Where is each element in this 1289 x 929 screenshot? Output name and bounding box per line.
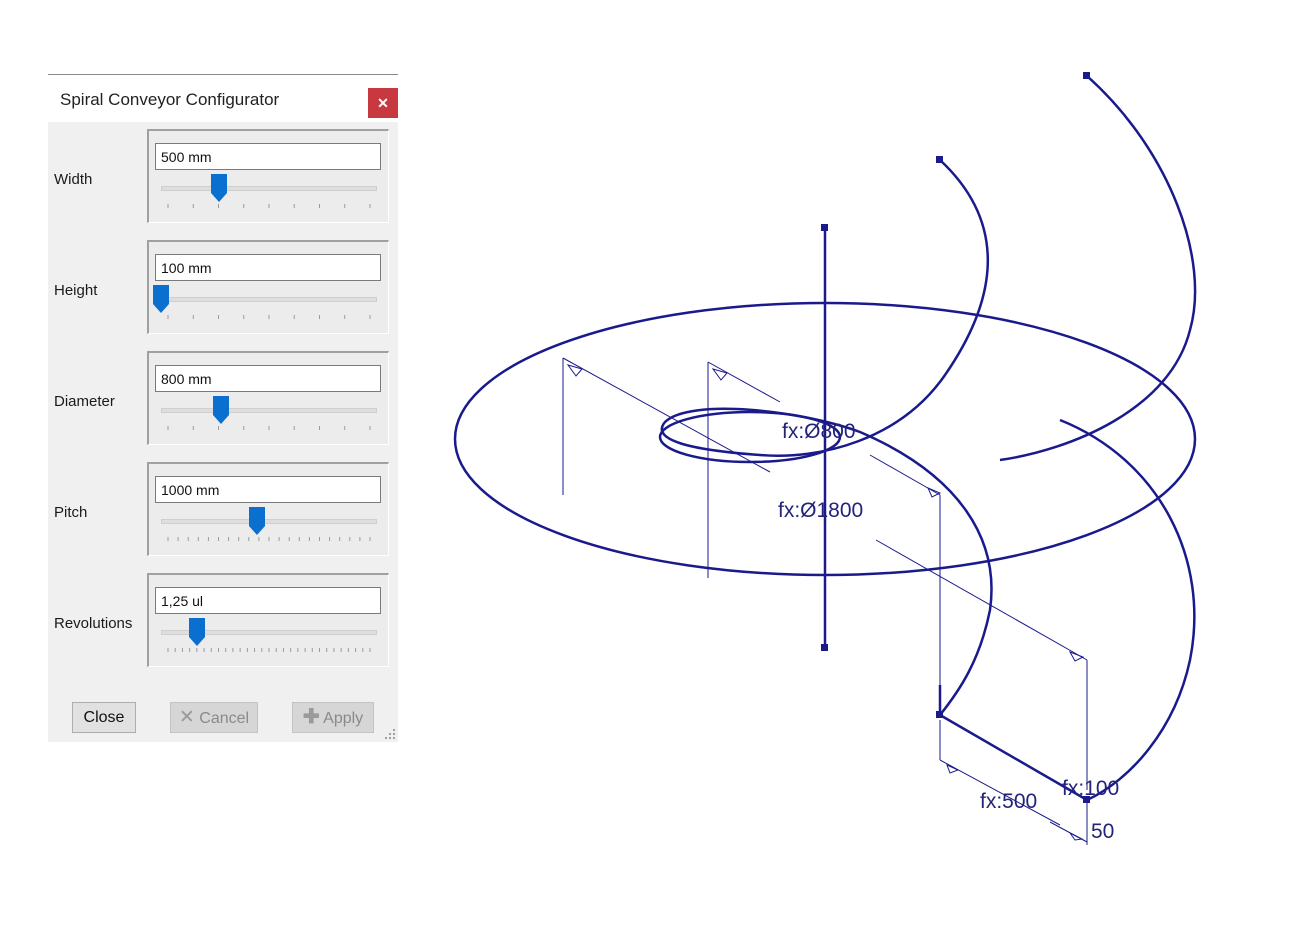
revolutions-slider-thumb[interactable] <box>188 617 206 647</box>
apply-button[interactable]: ✚ Apply <box>292 702 374 733</box>
axis-bottom-point <box>821 644 828 651</box>
width-dimension[interactable]: fx:500 <box>980 790 1037 813</box>
outer-dim-leader-right <box>875 539 1088 661</box>
diameter-input[interactable] <box>155 365 381 392</box>
revolutions-label: Revolutions <box>54 615 133 632</box>
inner-spiral-curve <box>660 159 993 716</box>
width-slider-ticks <box>167 204 371 208</box>
inner-diameter-dimension[interactable]: fx:Ø800 <box>782 420 856 443</box>
profile-end-point <box>1083 796 1090 803</box>
pitch-slider-thumb[interactable] <box>248 506 266 536</box>
height-input[interactable] <box>155 254 381 281</box>
inner-diameter-ellipse <box>658 410 842 464</box>
width-input[interactable] <box>155 143 381 170</box>
close-button-label: Close <box>83 709 125 726</box>
pitch-label: Pitch <box>54 504 88 521</box>
outer-diameter-dimension[interactable]: fx:Ø1800 <box>778 499 863 522</box>
offset-dim-arrow <box>1069 832 1084 841</box>
profile-width-line <box>939 713 1088 802</box>
diameter-slider-thumb[interactable] <box>212 395 230 425</box>
height-label: Height <box>54 282 98 299</box>
pitch-slider-ticks <box>167 537 371 541</box>
outer-spiral-end-point <box>1083 72 1090 79</box>
outer-dim-leader <box>562 357 771 473</box>
revolutions-input[interactable] <box>155 587 381 614</box>
pitch-input[interactable] <box>155 476 381 503</box>
offset-dimension[interactable]: 50 <box>1091 820 1114 843</box>
diameter-slider-track[interactable] <box>161 408 377 413</box>
revolutions-slider-track[interactable] <box>161 630 377 635</box>
configurator-dialog: Spiral Conveyor Configurator ✕ Width Hei… <box>48 74 398 742</box>
revolutions-slider-ticks <box>167 648 371 652</box>
diameter-slider-ticks <box>167 426 371 430</box>
close-icon[interactable]: ✕ <box>368 88 398 118</box>
resize-grip-icon[interactable] <box>384 728 396 740</box>
pitch-group <box>147 462 389 556</box>
outer-dim-arrow <box>566 364 583 377</box>
width-dim-arrow <box>946 764 960 774</box>
width-dim-line <box>939 759 1061 826</box>
cancel-x-icon: ✕ <box>178 707 195 728</box>
outer-dim-arrow-right <box>1068 651 1085 662</box>
dialog-titlebar[interactable]: Spiral Conveyor Configurator ✕ <box>48 75 398 122</box>
height-slider-thumb[interactable] <box>152 284 170 314</box>
apply-button-label: Apply <box>323 710 364 727</box>
height-slider-ticks <box>167 315 371 319</box>
width-slider-track[interactable] <box>161 186 377 191</box>
revolutions-group <box>147 573 389 667</box>
width-group <box>147 129 389 223</box>
inner-dim-arrow-right <box>927 487 942 498</box>
inner-spiral-end-point <box>936 156 943 163</box>
pitch-slider-track[interactable] <box>161 519 377 524</box>
inner-dim-leader <box>707 361 781 403</box>
profile-start-point <box>936 711 943 718</box>
inner-dim-arrow <box>711 368 728 381</box>
axis-top-point <box>821 224 828 231</box>
width-slider-thumb[interactable] <box>210 173 228 203</box>
close-button[interactable]: Close <box>72 702 136 733</box>
width-label: Width <box>54 171 93 188</box>
outer-spiral-curve <box>999 75 1197 802</box>
height-dimension[interactable]: fx:100 <box>1062 777 1119 800</box>
height-group <box>147 240 389 334</box>
diameter-group <box>147 351 389 445</box>
cancel-button[interactable]: ✕ Cancel <box>170 702 258 733</box>
dialog-title: Spiral Conveyor Configurator <box>60 90 280 109</box>
plus-icon: ✚ <box>302 706 320 728</box>
cancel-button-label: Cancel <box>199 710 250 727</box>
diameter-label: Diameter <box>54 393 115 410</box>
